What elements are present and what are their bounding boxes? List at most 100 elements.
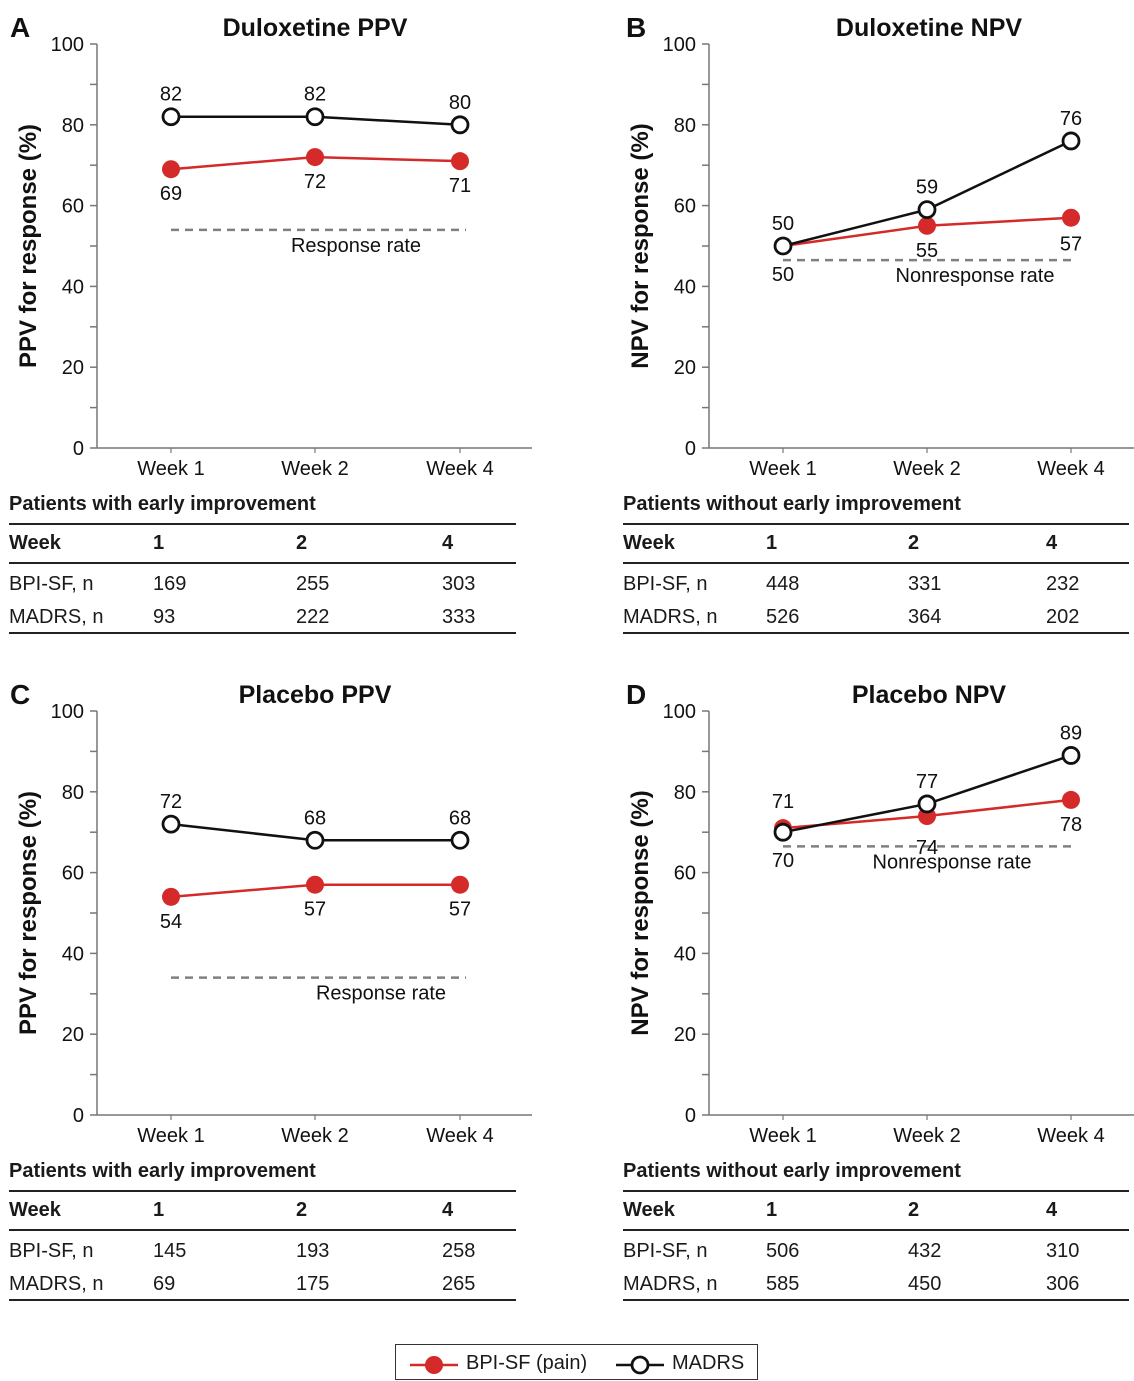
chart-svg: D Placebo NPV NPV for response (%) 0 20 40 60 8… (626, 679, 1134, 1147)
x-tick-label: Week 4 (426, 458, 493, 480)
table-cell: 526 (766, 606, 800, 628)
data-point-madrs (1061, 746, 1081, 765)
panel-letter: B (626, 12, 646, 43)
table-cell: 585 (766, 1273, 800, 1295)
chart-title: Duloxetine PPV (223, 14, 408, 42)
data-point-madrs (305, 830, 325, 850)
table-cell: 255 (296, 573, 330, 595)
y-tick-label: 100 (51, 701, 84, 723)
table-title: Patients without early improvement (623, 1160, 961, 1182)
y-axis-label: PPV for response (%) (15, 791, 42, 1035)
table-rule-bottom (623, 1299, 1129, 1301)
data-label-madrs: 89 (1060, 722, 1082, 744)
table-cell: BPI-SF, n (623, 573, 708, 595)
reference-line-label: Response rate (316, 983, 446, 1005)
table-rule-bottom (9, 632, 516, 634)
table-header-cell: 2 (296, 532, 308, 554)
y-tick-label: 0 (73, 438, 84, 460)
data-point-madrs (161, 814, 181, 834)
table-cell: 303 (442, 573, 476, 595)
table-cell: 193 (296, 1240, 330, 1262)
data-label-madrs: 70 (772, 850, 794, 872)
data-point-bpi (1062, 208, 1080, 227)
x-tick-label: Week 2 (281, 1125, 348, 1147)
panel-d: D Placebo NPV NPV for response (%) 0 20 40 60 8… (614, 667, 1134, 1307)
data-point-bpi (306, 875, 324, 894)
chart-title: Placebo PPV (239, 681, 392, 709)
data-point-bpi (306, 148, 324, 167)
table-cell: 69 (153, 1273, 176, 1295)
y-tick-label: 0 (685, 1105, 696, 1127)
table-cell: 222 (296, 606, 330, 628)
y-tick-label: 80 (674, 782, 696, 804)
data-label-bpi: 71 (449, 175, 471, 197)
table-cell: 331 (908, 573, 942, 595)
table-cell: 432 (908, 1240, 942, 1262)
table-cell: 175 (296, 1273, 330, 1295)
x-tick-label: Week 2 (281, 458, 348, 480)
table-rule-top (623, 523, 1129, 525)
table-header-cell: Week (9, 532, 61, 554)
table-cell: BPI-SF, n (623, 1240, 708, 1262)
legend-bpi-marker (425, 1356, 443, 1374)
y-tick-label: 40 (62, 276, 84, 298)
table-header-cell: 1 (153, 1199, 165, 1221)
y-tick-label: 60 (674, 863, 696, 885)
table-header-cell: 2 (296, 1199, 308, 1221)
x-tick-label: Week 1 (749, 1125, 816, 1147)
x-tick-label: Week 2 (893, 458, 960, 480)
table-rule-bottom (9, 1299, 516, 1301)
table-cell: MADRS, n (623, 606, 718, 628)
table-header-cell: 4 (1046, 1199, 1058, 1221)
table-header-cell: 1 (153, 532, 165, 554)
table-cell: 232 (1046, 573, 1080, 595)
y-tick-label: 0 (73, 1105, 84, 1127)
legend-label-bpi: BPI-SF (pain) (466, 1352, 588, 1374)
data-point-bpi (162, 160, 180, 179)
table-header-cell: 2 (908, 1199, 920, 1221)
table-header-cell: Week (9, 1199, 61, 1221)
data-point-bpi (918, 216, 936, 235)
data-label-madrs: 77 (916, 771, 938, 793)
y-tick-label: 20 (62, 1024, 84, 1046)
table-header-cell: 1 (766, 1199, 778, 1221)
table-rule-mid (9, 562, 516, 564)
data-point-madrs (773, 236, 793, 256)
table-cell: MADRS, n (623, 1273, 718, 1295)
data-point-madrs (161, 107, 181, 127)
table-cell: 169 (153, 573, 187, 595)
panel-letter: C (10, 679, 30, 710)
y-tick-label: 40 (674, 276, 696, 298)
table-rule-top (9, 1190, 516, 1192)
legend: BPI-SF (pain) MADRS (395, 1344, 758, 1380)
table-cell: 306 (1046, 1273, 1080, 1295)
table-rule-mid (9, 1229, 516, 1231)
table-cell: 450 (908, 1273, 942, 1295)
panel-b: B Duloxetine NPV NPV for response (%) 0 20 40… (614, 0, 1134, 640)
data-point-madrs (1061, 131, 1081, 151)
reference-line-label: Nonresponse rate (873, 851, 1032, 873)
data-label-bpi: 57 (449, 899, 471, 921)
table-header-cell: 4 (442, 1199, 454, 1221)
data-point-madrs (450, 115, 470, 135)
y-tick-label: 100 (663, 701, 696, 723)
legend-madrs-marker (630, 1355, 650, 1375)
data-point-madrs (917, 200, 937, 220)
data-point-madrs (917, 794, 937, 814)
data-point-madrs (305, 107, 325, 127)
table-rule-mid (623, 1229, 1129, 1231)
y-tick-label: 40 (62, 943, 84, 965)
data-label-bpi: 54 (160, 911, 182, 933)
y-tick-label: 0 (685, 438, 696, 460)
table-cell: 265 (442, 1273, 476, 1295)
x-tick-label: Week 2 (893, 1125, 960, 1147)
legend-symbols (410, 1355, 664, 1375)
table-header-cell: 1 (766, 532, 778, 554)
data-label-bpi: 57 (1060, 234, 1082, 256)
data-label-madrs: 76 (1060, 108, 1082, 130)
data-label-madrs: 82 (160, 84, 182, 106)
data-label-bpi: 69 (160, 183, 182, 205)
reference-line-label: Nonresponse rate (896, 265, 1055, 287)
panel-c: C Placebo PPV PPV for response (%) 0 20 40 60 8… (0, 667, 560, 1307)
table-cell: 333 (442, 606, 476, 628)
